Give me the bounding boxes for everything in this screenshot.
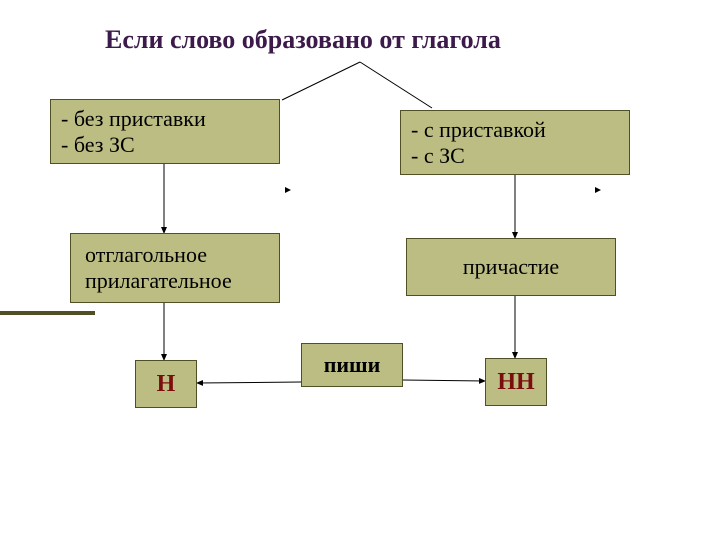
node-n: Н	[135, 360, 197, 408]
node-text-line: прилагательное	[85, 268, 279, 294]
node-nn: НН	[485, 358, 547, 406]
node-text: причастие	[463, 254, 559, 280]
node-text: Н	[157, 371, 176, 398]
node-text-line: - без приставки	[61, 106, 279, 132]
diagram-title: Если слово образовано от глагола	[105, 25, 501, 55]
slide-decoration-line	[0, 311, 95, 315]
node-without-prefix: - без приставки - без ЗС	[50, 99, 280, 164]
node-text-line: - без ЗС	[61, 132, 279, 158]
node-text: НН	[497, 369, 534, 396]
node-text-line: - с ЗС	[411, 143, 629, 169]
node-verbal-adjective: отглагольное прилагательное	[70, 233, 280, 303]
node-with-prefix: - с приставкой - с ЗС	[400, 110, 630, 175]
node-write: пиши	[301, 343, 403, 387]
node-text-line: отглагольное	[85, 242, 279, 268]
node-text: пиши	[324, 352, 381, 378]
node-text-line: - с приставкой	[411, 117, 629, 143]
node-participle: причастие	[406, 238, 616, 296]
